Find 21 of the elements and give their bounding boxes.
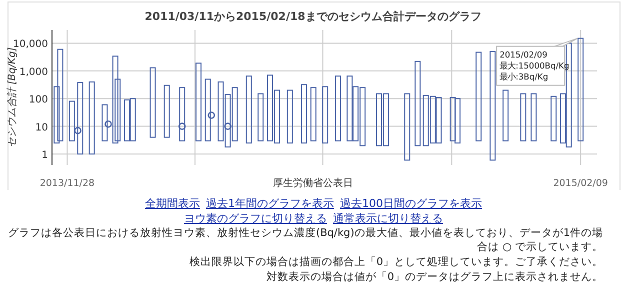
y-tick-label: 100 [28,94,48,106]
point [208,112,216,119]
x-tick-label: 2015/02/09 [553,178,608,189]
text: 対数表示の場合は値が「0」のデータはグラフ上に表示されません。 [265,270,603,284]
text: 通常表示に切り替える [333,212,443,225]
point [224,122,232,130]
y-tick-label: 1 [42,150,48,161]
chart-title: 2011/03/11から2015/02/18までのセシウム合計データのグラフ [144,10,482,23]
text: 検出限界以下の場合は描画の都合上「0」として処理しています。ご了承ください。 [188,255,603,269]
y-tick-label: 1,000 [19,66,48,78]
x-axis-title: 厚生労働省公表日 [273,177,353,189]
x-tick-label: 2013/11/28 [40,178,95,189]
text: グラフは各公表日における放射性ヨウ素、放射性セシウム濃度(Bq/kg)の最大値、最小値を表しており、データが1件の場合は ○ で示しています。 [6,226,603,254]
text: 全期間表示 [145,197,200,210]
y-tick-label: 10 [35,122,48,134]
point [74,126,82,134]
point [178,122,186,130]
text: ヨウ素のグラフに切り替える [184,212,327,225]
point [104,120,112,128]
text: 過去100日間のグラフを表示 [340,197,482,210]
text: 過去1年間のグラフを表示 [206,197,334,210]
